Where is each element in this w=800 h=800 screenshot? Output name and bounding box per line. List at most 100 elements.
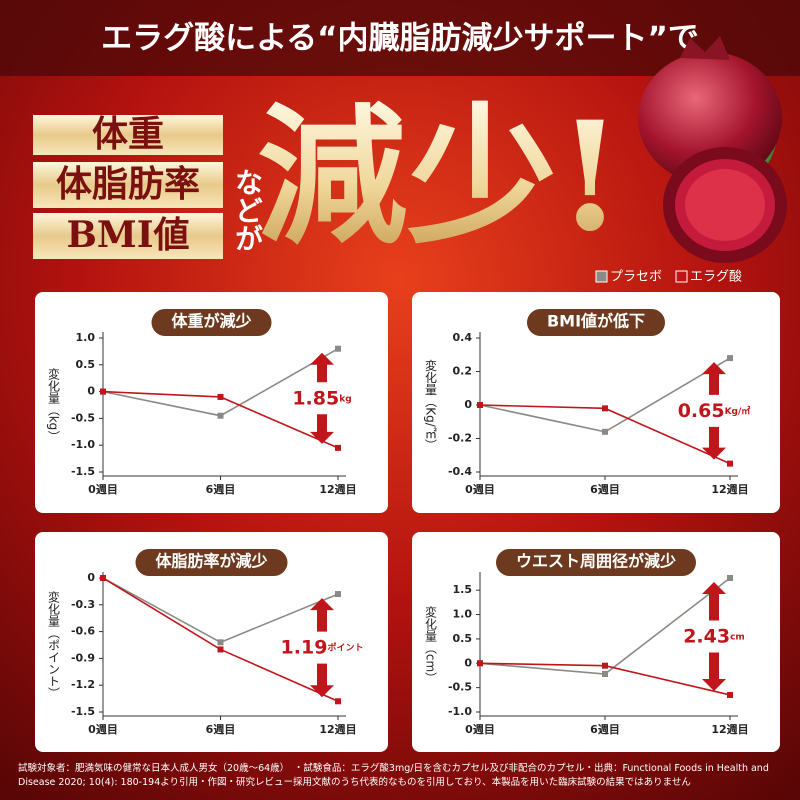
y-tick-label: -0.9 xyxy=(71,651,95,664)
badge xyxy=(33,162,223,208)
annotation-bg xyxy=(675,399,753,422)
point xyxy=(602,405,608,412)
point xyxy=(727,575,733,581)
annotation: 2.43cm xyxy=(683,625,745,647)
point xyxy=(217,639,224,646)
x-tick-label: 0週目 xyxy=(465,482,495,496)
title-pill xyxy=(151,309,272,336)
header-band xyxy=(0,0,800,76)
arrow-down xyxy=(702,426,726,460)
annotation-unit: Kg/㎡ xyxy=(725,404,751,416)
y-tick-label: -0.2 xyxy=(448,432,472,445)
badge-text: BMI値 xyxy=(66,214,189,256)
annotation-unit: ポイント xyxy=(327,641,363,653)
x-tick-label: 12週目 xyxy=(319,722,356,736)
y-tick-label: 0.5 xyxy=(76,358,96,371)
chart-title: BMI値が低下 xyxy=(547,312,645,331)
x-tick-label: 0週目 xyxy=(465,722,495,736)
point xyxy=(217,412,224,419)
point xyxy=(477,660,483,667)
point xyxy=(100,388,106,395)
x-tick-label: 6週目 xyxy=(590,722,620,736)
y-tick-label: 1.0 xyxy=(76,331,96,344)
point xyxy=(602,428,608,435)
point xyxy=(727,460,733,467)
y-tick-label: 0 xyxy=(464,398,472,411)
annotation-value: 1.19 xyxy=(281,636,328,658)
title-pill xyxy=(135,549,288,576)
point xyxy=(335,698,341,705)
y-tick-label: 0 xyxy=(87,385,95,398)
annotation-value: 1.85 xyxy=(292,387,339,409)
annotation-value: 2.43 xyxy=(683,625,730,647)
point xyxy=(335,444,341,451)
point xyxy=(335,591,341,598)
annotation-bg xyxy=(278,636,366,659)
x-tick-label: 12週目 xyxy=(319,482,356,496)
arrow-up xyxy=(702,582,726,621)
footnote: 試験対象者：肥満気味の健常な日本人成人男女（20歳～64歳） ・試験食品：エラグ… xyxy=(18,763,769,788)
arrow-up xyxy=(310,352,334,383)
chart-title: 体脂肪率が減少 xyxy=(155,552,267,571)
legend-swatch xyxy=(595,270,608,283)
badge-text: 体重 xyxy=(92,113,164,155)
y-tick-label: 1.0 xyxy=(453,608,473,621)
y-tick-label: 0 xyxy=(464,656,472,669)
point xyxy=(727,355,733,362)
chart-panel xyxy=(412,292,780,513)
arrow-up xyxy=(310,598,334,632)
badge-text: 体脂肪率 xyxy=(56,163,200,205)
y-tick-label: -0.6 xyxy=(71,625,95,638)
chart-panel xyxy=(412,532,780,752)
y-tick-label: -0.3 xyxy=(71,598,95,611)
y-tick-label: 0.5 xyxy=(453,632,473,645)
point xyxy=(602,670,608,677)
point xyxy=(217,646,224,653)
y-axis-label: 変化量（cm） xyxy=(424,604,438,684)
legend-swatch xyxy=(675,270,688,283)
y-tick-label: 1.5 xyxy=(453,583,473,596)
y-axis-label: 変化量（kg） xyxy=(47,366,61,442)
y-tick-label: -1.5 xyxy=(71,465,95,478)
arrow-down xyxy=(310,663,334,698)
point xyxy=(602,662,608,669)
x-tick-label: 12週目 xyxy=(711,722,748,736)
annotation: 1.19ポイント xyxy=(281,636,364,658)
chart-title: ウエスト周囲径が減少 xyxy=(516,552,676,571)
title-pill xyxy=(495,549,697,576)
chart-title: 体重が減少 xyxy=(171,312,251,331)
x-tick-label: 0週目 xyxy=(88,482,118,496)
y-tick-label: -0.5 xyxy=(448,681,472,694)
y-tick-label: -0.4 xyxy=(448,465,472,478)
annotation-value: 0.65 xyxy=(678,399,725,421)
annotation-unit: cm xyxy=(730,632,745,642)
connector: などが xyxy=(231,168,264,252)
arrow-down xyxy=(702,652,726,691)
annotation-unit: kg xyxy=(339,394,351,404)
y-tick-label: -0.5 xyxy=(71,411,95,424)
y-axis-label: 変化量（Kg/㎡） xyxy=(424,358,438,451)
pomegranate xyxy=(638,36,787,263)
header-title: エラグ酸による“内臓脂肪減少サポート”で xyxy=(101,21,699,57)
y-tick-label: -1.5 xyxy=(71,705,95,718)
chart-panel xyxy=(35,532,388,752)
x-tick-label: 12週目 xyxy=(711,482,748,496)
chart-panel xyxy=(35,292,388,513)
y-tick-label: -1.0 xyxy=(71,438,95,451)
badge xyxy=(33,115,223,155)
y-tick-label: -1.0 xyxy=(448,705,472,718)
arrow-down xyxy=(310,414,334,444)
point xyxy=(727,691,733,698)
x-tick-label: 6週目 xyxy=(590,482,620,496)
y-axis-label: 変化量（ポイント） xyxy=(47,590,61,699)
title-pill xyxy=(526,309,666,336)
annotation: 0.65Kg/㎡ xyxy=(678,399,751,421)
x-tick-label: 6週目 xyxy=(206,482,236,496)
annotation-bg xyxy=(290,386,354,409)
badge xyxy=(33,213,223,259)
x-tick-label: 0週目 xyxy=(88,722,118,736)
legend-label: プラセボ xyxy=(610,270,662,285)
y-tick-label: 0.2 xyxy=(453,365,473,378)
